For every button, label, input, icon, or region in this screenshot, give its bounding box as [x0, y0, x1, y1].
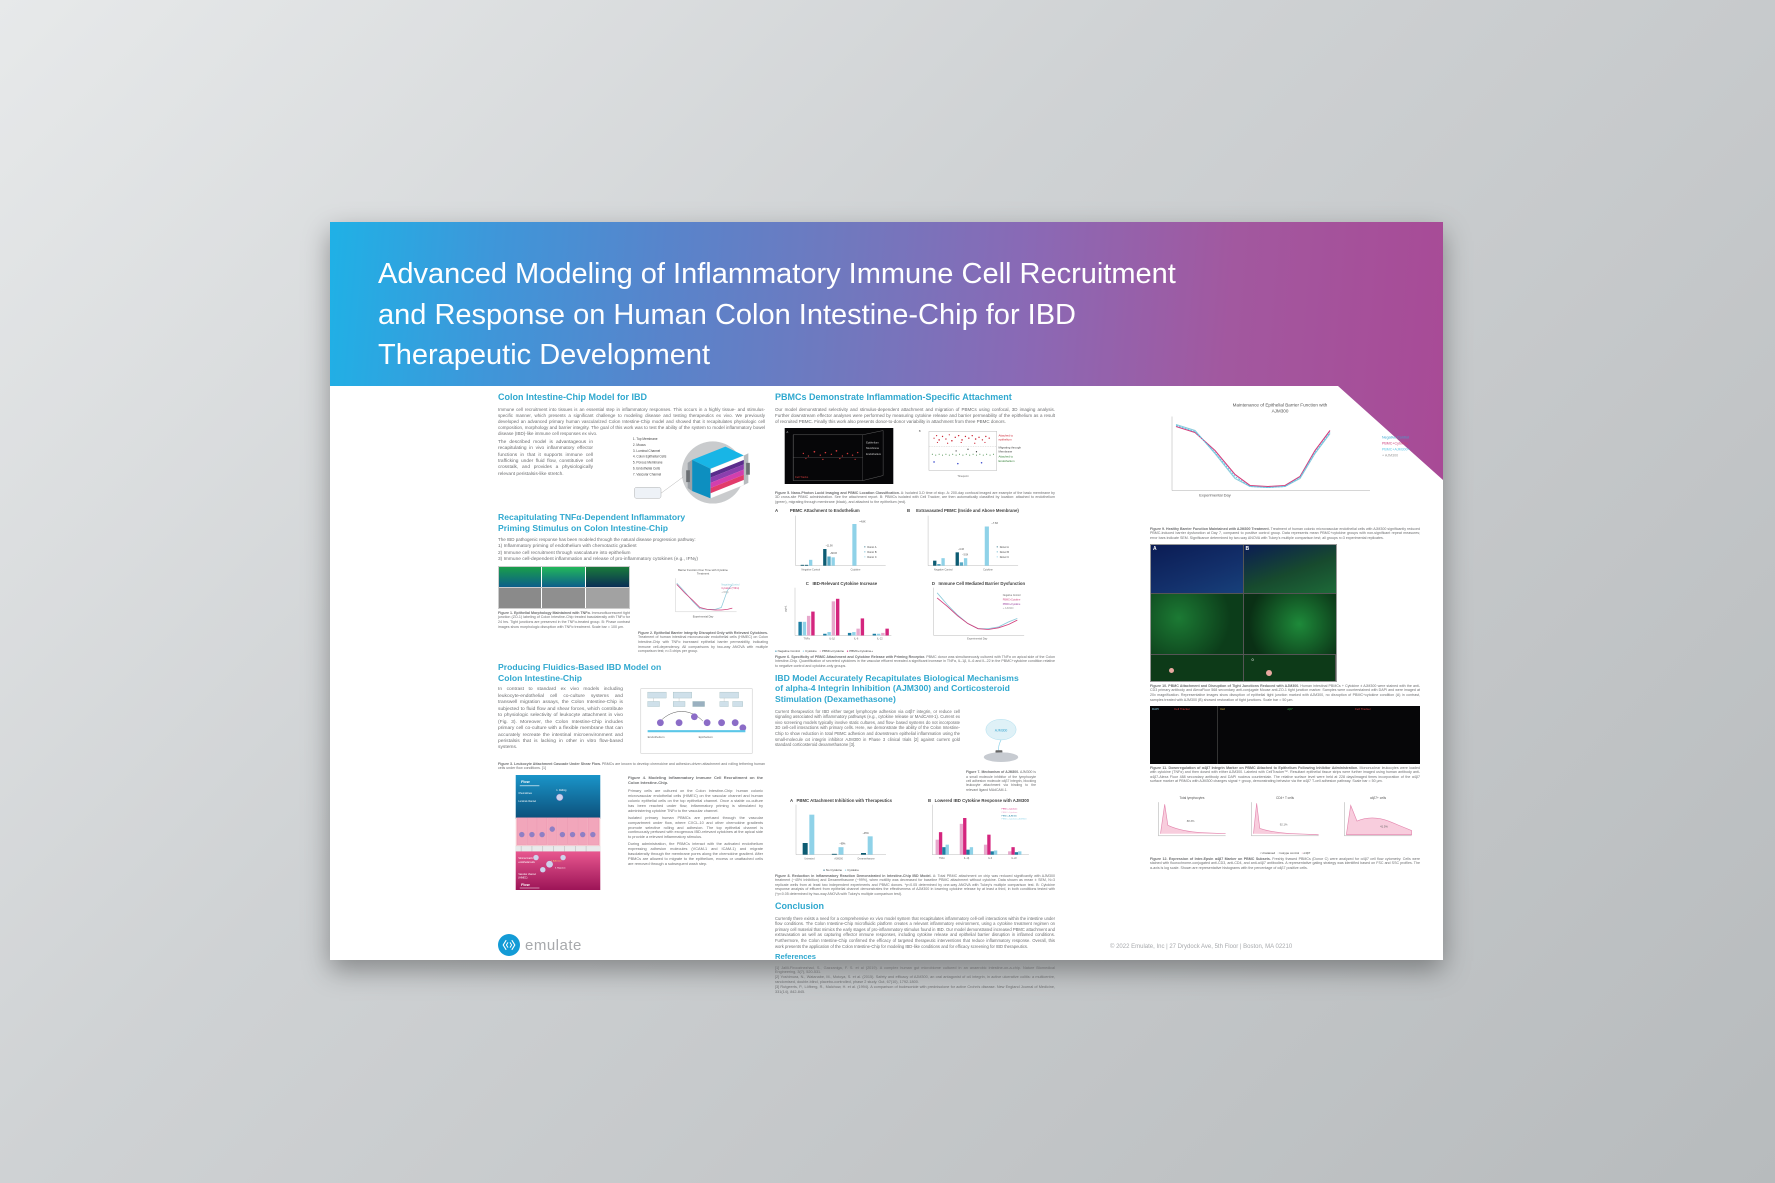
- svg-text:2. Adhesion: 2. Adhesion: [551, 860, 562, 863]
- svg-text:4. Colon Epithelial Cells: 4. Colon Epithelial Cells: [633, 455, 667, 459]
- svg-text:Cytokine (TNFα): Cytokine (TNFα): [721, 588, 739, 591]
- svg-text:Vascular channel: Vascular channel: [518, 873, 536, 876]
- svg-text:endothelial cells: endothelial cells: [518, 861, 535, 864]
- svg-text:Donor B: Donor B: [867, 552, 877, 555]
- svg-text:TNFα: TNFα: [939, 858, 946, 860]
- svg-text:Experimental Day: Experimental Day: [967, 637, 988, 641]
- svg-text:~11.9X: ~11.9X: [826, 546, 834, 548]
- svg-text:●: ●: [996, 556, 998, 559]
- svg-text:●: ●: [864, 546, 866, 549]
- svg-text:Donor C: Donor C: [867, 557, 877, 560]
- svg-text:Dexamethasone: Dexamethasone: [858, 858, 876, 861]
- svg-text:~3.4X: ~3.4X: [958, 549, 964, 551]
- svg-text:Donor C: Donor C: [1000, 557, 1010, 560]
- svg-text:●: ●: [864, 556, 866, 559]
- svg-text:Epithelium: Epithelium: [866, 440, 879, 444]
- svg-text:AJM300: AJM300: [995, 729, 1008, 733]
- svg-text:1. Rolling: 1. Rolling: [556, 789, 567, 792]
- svg-text:Stromal matrix: Stromal matrix: [518, 857, 534, 860]
- svg-text:Negative Control: Negative Control: [721, 584, 740, 587]
- svg-text:IL-22: IL-22: [1011, 858, 1017, 860]
- svg-text:●: ●: [996, 551, 998, 554]
- svg-text:AJM300: AJM300: [834, 858, 843, 861]
- svg-text:88.3%: 88.3%: [1187, 819, 1195, 823]
- svg-text:~45%: ~45%: [863, 833, 869, 835]
- svg-text:Barrier Function Over Time wit: Barrier Function Over Time with Cytokine: [678, 568, 728, 572]
- svg-text:PBMC+Cytokine: PBMC+Cytokine: [1001, 808, 1018, 811]
- svg-text:Chemokines: Chemokines: [518, 792, 532, 795]
- svg-text:Negative Control: Negative Control: [1382, 436, 1409, 440]
- svg-text:epithelium: epithelium: [999, 438, 1013, 442]
- svg-text:+ AJM300: + AJM300: [1382, 454, 1398, 458]
- svg-text:3. Migration: 3. Migration: [555, 866, 566, 869]
- svg-text:PBMC+Cytokine: PBMC+Cytokine: [1382, 442, 1408, 446]
- svg-text:B: B: [919, 429, 921, 433]
- svg-text:~99%: ~99%: [839, 844, 845, 846]
- svg-text:Cytokine: Cytokine: [851, 569, 861, 572]
- svg-text:Flow: Flow: [521, 883, 530, 887]
- svg-text:PBMC+Cytokine: PBMC+Cytokine: [1001, 811, 1018, 814]
- svg-text:Endothelium: Endothelium: [648, 735, 665, 739]
- svg-text:6. Endothelial Cells: 6. Endothelial Cells: [633, 466, 661, 470]
- svg-text:2. Mucus: 2. Mucus: [633, 443, 646, 447]
- svg-text:92.1%: 92.1%: [1280, 822, 1288, 826]
- svg-text:Cell Tracks: Cell Tracks: [795, 475, 809, 479]
- svg-text:Maintenance of Epithelial Barr: Maintenance of Epithelial Barrier Functi…: [1233, 403, 1328, 408]
- svg-text:41.5%: 41.5%: [1380, 824, 1388, 828]
- svg-text:Experimental Day: Experimental Day: [693, 615, 714, 619]
- svg-text:5. Porous Membrane: 5. Porous Membrane: [633, 461, 663, 465]
- svg-text:α4β7+ cells: α4β7+ cells: [1370, 796, 1387, 800]
- svg-text:~3.9X: ~3.9X: [962, 555, 968, 557]
- svg-text:AJM300: AJM300: [1272, 409, 1289, 414]
- svg-text:Experimental Day: Experimental Day: [1199, 493, 1231, 498]
- svg-text:Negative Control: Negative Control: [934, 569, 953, 572]
- svg-text:~7.6X: ~7.6X: [991, 522, 998, 525]
- svg-text:Donor B: Donor B: [1000, 552, 1010, 555]
- svg-text:IL-1β: IL-1β: [964, 858, 970, 860]
- svg-text:PBMC+AJM300: PBMC+AJM300: [1001, 814, 1017, 817]
- svg-text:Membrane: Membrane: [866, 446, 879, 450]
- svg-text:+ AJM300: + AJM300: [1003, 607, 1014, 610]
- svg-text:PBMC+Cytokine: PBMC+Cytokine: [1003, 603, 1021, 606]
- svg-text:Endothelium: Endothelium: [866, 452, 882, 456]
- svg-text:Flow: Flow: [521, 780, 530, 784]
- svg-text:Membrane: Membrane: [999, 450, 1013, 454]
- svg-text:Luminal channel: Luminal channel: [518, 800, 536, 803]
- svg-text:1. Top Membrane: 1. Top Membrane: [633, 437, 658, 441]
- svg-text:3. Luminal Channel: 3. Luminal Channel: [633, 449, 661, 453]
- svg-text:Endothelium: Endothelium: [999, 459, 1016, 463]
- svg-text:Donor A: Donor A: [867, 547, 876, 550]
- svg-text:IL-6: IL-6: [854, 637, 859, 641]
- svg-text:+ IFNγ: + IFNγ: [721, 591, 729, 594]
- svg-text:~68.0X: ~68.0X: [830, 553, 838, 555]
- svg-text:pg/mL: pg/mL: [785, 605, 787, 612]
- svg-text:Negative Control: Negative Control: [802, 569, 821, 572]
- svg-text:Total lymphocytes: Total lymphocytes: [1180, 796, 1205, 800]
- svg-text:Timepoint: Timepoint: [957, 475, 968, 478]
- svg-text:~4.8X: ~4.8X: [859, 521, 866, 524]
- svg-text:●: ●: [864, 551, 866, 554]
- svg-text:IL-22: IL-22: [877, 637, 883, 641]
- svg-text:A: A: [786, 430, 788, 434]
- svg-text:Cytokine: Cytokine: [983, 569, 993, 572]
- svg-text:PBMC+AJM300+Cytokine: PBMC+AJM300+Cytokine: [1382, 448, 1410, 452]
- svg-text:●: ●: [996, 546, 998, 549]
- svg-text:Donor A: Donor A: [1000, 547, 1009, 550]
- svg-text:7. Vascular Channel: 7. Vascular Channel: [633, 472, 662, 476]
- svg-text:IL-6: IL-6: [988, 858, 993, 860]
- svg-text:IL-1β: IL-1β: [829, 637, 835, 641]
- svg-text:Untreated: Untreated: [804, 858, 815, 861]
- svg-text:(HIMEC): (HIMEC): [518, 877, 527, 879]
- svg-text:Treatment: Treatment: [697, 572, 710, 576]
- svg-text:TNFα: TNFα: [804, 637, 811, 641]
- svg-text:PBMC+Cytokine+AJM300: PBMC+Cytokine+AJM300: [1001, 818, 1027, 821]
- svg-text:Epithelium: Epithelium: [699, 735, 714, 739]
- svg-text:PBMC+Cytokine: PBMC+Cytokine: [1003, 599, 1021, 602]
- svg-text:Negative Control: Negative Control: [1003, 595, 1021, 598]
- svg-text:CD4+ T cells: CD4+ T cells: [1276, 796, 1294, 800]
